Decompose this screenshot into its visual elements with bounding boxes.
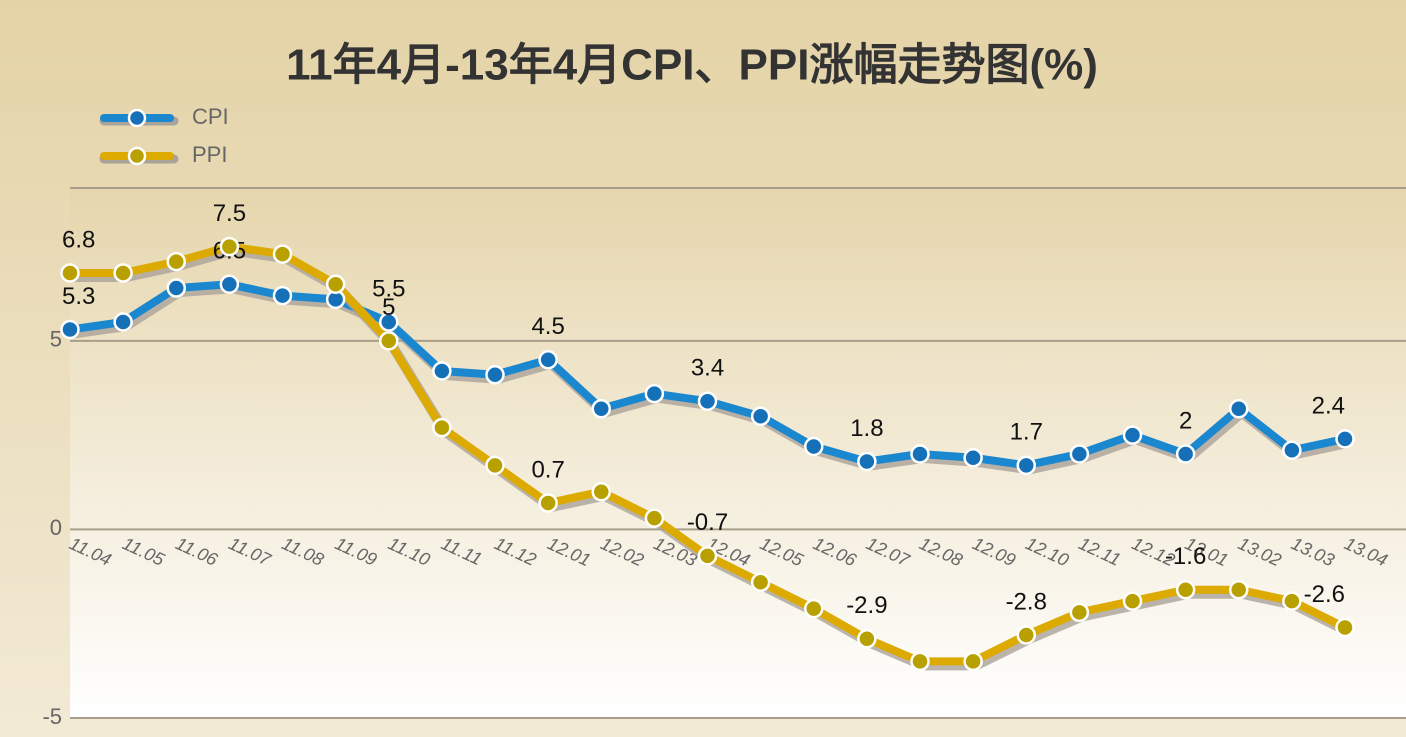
y-tick-label: 0	[50, 515, 62, 540]
data-point	[1122, 591, 1143, 611]
data-point	[750, 406, 771, 427]
data-label: 1.7	[1010, 419, 1043, 446]
data-point	[432, 417, 452, 438]
data-point	[910, 651, 930, 672]
data-point	[538, 349, 558, 370]
data-point	[1229, 398, 1249, 419]
y-tick-label: -5	[42, 704, 62, 729]
data-point	[166, 251, 186, 272]
data-point	[591, 481, 611, 502]
data-label: 1.8	[850, 415, 883, 442]
plot-area	[70, 188, 1406, 718]
data-label: 7.5	[213, 200, 246, 227]
data-point	[1016, 455, 1036, 476]
data-point	[697, 391, 718, 411]
data-label: -2.8	[1006, 588, 1047, 615]
data-point	[113, 263, 133, 283]
data-label: -2.9	[846, 592, 887, 619]
data-point	[750, 572, 771, 592]
data-point	[1069, 602, 1090, 623]
data-label: 5.5	[372, 275, 405, 302]
legend-label: CPI	[192, 104, 229, 129]
data-point	[963, 448, 983, 468]
data-point	[485, 365, 505, 385]
data-point	[697, 546, 718, 566]
data-point	[1335, 617, 1355, 638]
data-label: 4.5	[531, 313, 564, 340]
chart-title: 11年4月-13年4月CPI、PPI涨幅走势图(%)	[286, 41, 1098, 90]
data-point	[272, 244, 293, 264]
data-point	[1175, 444, 1196, 464]
data-label: 2.4	[1312, 392, 1345, 419]
data-label: 5.3	[62, 283, 95, 310]
data-point	[485, 455, 505, 476]
y-tick-label: 5	[50, 327, 62, 352]
data-point	[644, 508, 665, 528]
data-point	[857, 451, 877, 472]
legend-marker	[127, 108, 147, 128]
data-point	[644, 383, 665, 404]
data-point	[219, 236, 240, 257]
data-point	[804, 436, 824, 457]
data-point	[1069, 444, 1090, 464]
data-point	[538, 493, 558, 513]
data-point	[857, 629, 877, 649]
legend-marker	[127, 146, 147, 166]
data-label: 0.7	[531, 456, 564, 483]
data-point	[1282, 440, 1302, 460]
data-point	[166, 278, 186, 298]
data-point	[272, 285, 293, 306]
data-label: 6.8	[62, 226, 95, 253]
data-label: 3.4	[691, 355, 724, 382]
data-point	[1282, 591, 1302, 611]
data-point	[910, 444, 930, 464]
data-point	[1229, 580, 1249, 600]
data-label: -0.7	[687, 509, 728, 536]
data-point	[379, 331, 399, 351]
data-label: 5	[382, 294, 395, 321]
data-point	[1122, 425, 1143, 445]
data-point	[325, 274, 346, 295]
data-point	[1016, 625, 1036, 645]
data-point	[1335, 429, 1355, 449]
data-label: -2.6	[1304, 581, 1345, 608]
data-point	[60, 319, 80, 340]
data-point	[432, 361, 452, 381]
data-point	[379, 312, 399, 332]
data-point	[1175, 580, 1196, 600]
data-point	[60, 263, 80, 283]
data-label: -1.6	[1165, 543, 1206, 570]
data-point	[113, 312, 133, 332]
data-point	[591, 398, 611, 419]
data-point	[804, 598, 824, 619]
data-point	[219, 274, 240, 295]
legend-label: PPI	[192, 142, 227, 167]
data-label: 2	[1179, 407, 1192, 434]
data-point	[963, 651, 983, 672]
